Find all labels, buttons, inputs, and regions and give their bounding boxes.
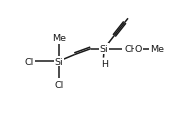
Text: Si: Si xyxy=(55,57,63,66)
Text: Si: Si xyxy=(100,45,109,54)
Text: Cl: Cl xyxy=(25,57,34,66)
Text: Me: Me xyxy=(150,45,164,54)
Text: H: H xyxy=(101,59,108,68)
Text: O: O xyxy=(135,45,142,54)
Text: Cl: Cl xyxy=(54,81,63,90)
Text: Me: Me xyxy=(52,34,66,43)
Text: CH₂: CH₂ xyxy=(124,45,142,54)
